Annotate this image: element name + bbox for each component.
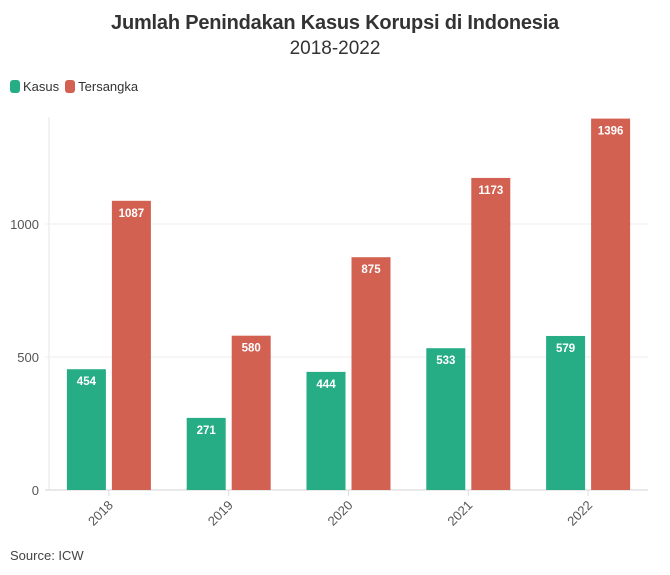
bar-value-label: 579: [556, 343, 575, 355]
x-tick-label: 2019: [205, 498, 236, 529]
x-tick-label: 2022: [564, 498, 595, 529]
bar-value-label: 454: [77, 376, 97, 388]
bar-kasus-2021[interactable]: [426, 348, 466, 490]
x-tick-label: 2021: [444, 498, 475, 529]
bar-value-label: 1173: [478, 185, 503, 197]
bar-value-label: 1087: [119, 208, 145, 220]
bar-value-label: 271: [197, 425, 217, 437]
bar-value-label: 580: [242, 343, 261, 355]
bar-kasus-2020[interactable]: [306, 371, 346, 490]
legend: Kasus Tersangka: [10, 79, 144, 94]
x-tick-label: 2020: [325, 498, 356, 529]
legend-label: Kasus: [23, 79, 60, 94]
bar-value-label: 444: [316, 379, 336, 391]
bar-tersangka-2020[interactable]: [351, 257, 391, 490]
bar-tersangka-2018[interactable]: [111, 200, 151, 490]
bar-value-label: 1396: [598, 126, 624, 138]
legend-item-tersangka[interactable]: Tersangka: [65, 79, 138, 94]
legend-swatch-kasus-icon: [10, 80, 20, 93]
bar-tersangka-2019[interactable]: [231, 335, 271, 490]
bar-tersangka-2021[interactable]: [471, 177, 511, 490]
legend-swatch-tersangka-icon: [65, 80, 76, 93]
y-tick-label: 500: [17, 350, 39, 365]
y-tick-label: 1000: [10, 217, 39, 232]
bar-kasus-2018[interactable]: [66, 369, 106, 490]
source-note: Source: ICW: [10, 548, 84, 563]
bar-kasus-2022[interactable]: [546, 335, 586, 490]
bar-value-label: 875: [361, 264, 381, 276]
y-tick-label: 0: [32, 483, 39, 498]
chart-title: Jumlah Penindakan Kasus Korupsi di Indon…: [111, 12, 559, 34]
bar-kasus-2019[interactable]: [186, 417, 226, 490]
bar-tersangka-2022[interactable]: [591, 118, 631, 491]
x-tick-label: 2018: [85, 498, 116, 529]
bar-value-label: 533: [436, 355, 455, 367]
legend-label: Tersangka: [78, 79, 139, 94]
chart-subtitle: 2018-2022: [289, 38, 381, 59]
legend-item-kasus[interactable]: Kasus: [10, 79, 59, 94]
